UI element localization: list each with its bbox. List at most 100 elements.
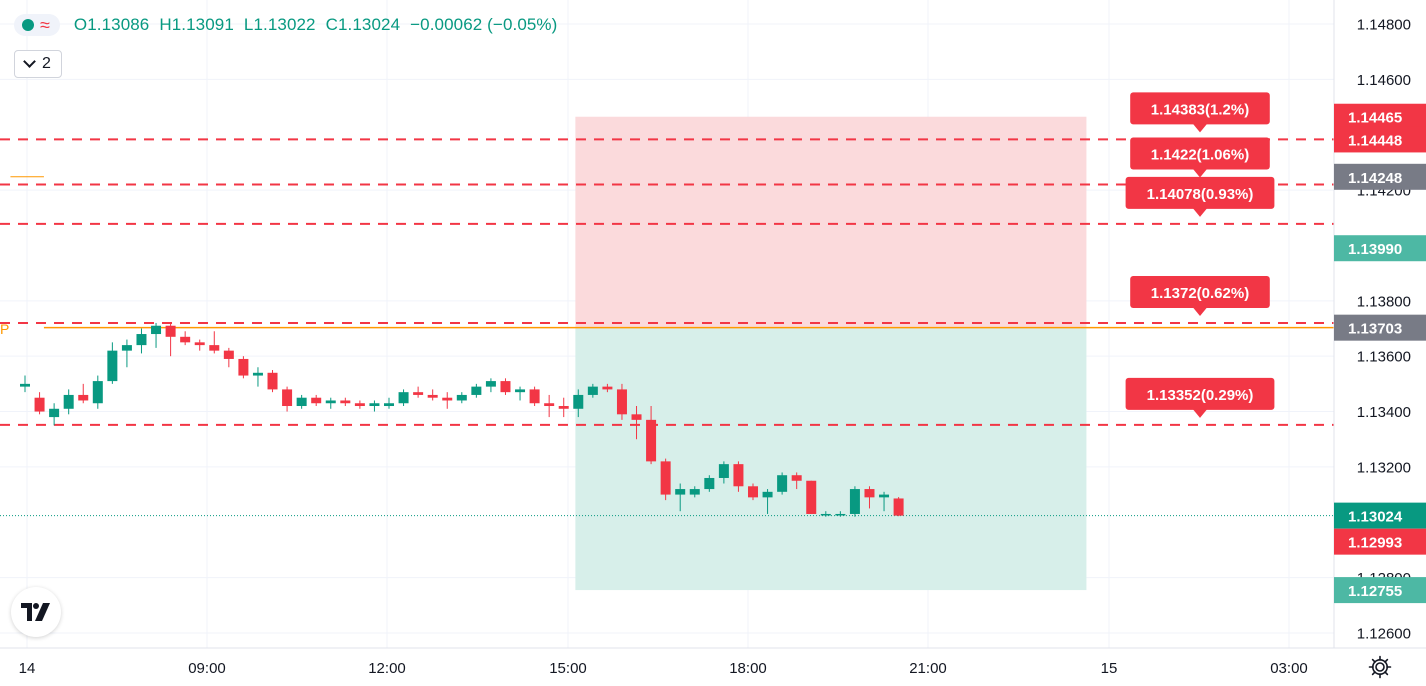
candle[interactable]	[398, 389, 409, 407]
candle[interactable]	[864, 486, 875, 509]
candle[interactable]	[194, 339, 205, 351]
alert-label[interactable]: 1.13352(0.29%)	[1125, 377, 1275, 418]
candle[interactable]	[675, 483, 686, 512]
stop-loss-zone[interactable]	[575, 116, 1087, 328]
price-axis-tag[interactable]: 1.12755	[1334, 577, 1426, 604]
collapse-indicators-button[interactable]: 2	[14, 50, 62, 78]
candle[interactable]	[733, 461, 744, 492]
price-axis-tag[interactable]: 1.14465	[1334, 103, 1426, 130]
candle[interactable]	[820, 511, 831, 517]
candle[interactable]	[354, 400, 365, 409]
candle[interactable]	[646, 406, 657, 465]
candle[interactable]	[209, 331, 220, 354]
candle[interactable]	[92, 375, 103, 409]
candle[interactable]	[616, 383, 627, 420]
alert-label[interactable]: 1.14383(1.2%)	[1130, 92, 1270, 133]
price-axis-tag-text: 1.13024	[1348, 509, 1403, 526]
price-axis-tag-box	[1334, 502, 1426, 529]
take-profit-zone[interactable]	[575, 327, 1087, 591]
candle[interactable]	[558, 397, 569, 418]
settings-gear-icon[interactable]	[1368, 655, 1392, 679]
candle[interactable]	[849, 486, 860, 517]
alert-label[interactable]: 1.14078(0.93%)	[1125, 176, 1275, 217]
candle-body	[252, 372, 263, 376]
candle[interactable]	[515, 386, 526, 401]
tradingview-logo[interactable]	[11, 587, 61, 637]
candle[interactable]	[500, 378, 511, 395]
candle[interactable]	[180, 331, 191, 346]
candle[interactable]	[529, 386, 540, 407]
candle[interactable]	[136, 328, 147, 354]
candle[interactable]	[223, 347, 234, 368]
candle-body	[748, 486, 758, 498]
candle[interactable]	[20, 375, 30, 393]
candle[interactable]	[252, 367, 263, 387]
candle[interactable]	[791, 472, 802, 490]
candle[interactable]	[413, 386, 424, 398]
candle[interactable]	[311, 394, 322, 407]
candle[interactable]	[296, 394, 307, 409]
candle-body	[165, 325, 176, 337]
alert-label[interactable]: 1.1422(1.06%)	[1130, 137, 1270, 178]
price-axis-tag[interactable]: 1.13024	[1334, 502, 1426, 529]
candle[interactable]	[384, 397, 394, 409]
candle[interactable]	[427, 389, 438, 401]
candle[interactable]	[340, 397, 351, 407]
candle-body	[689, 489, 700, 495]
alert-label-box	[1130, 137, 1270, 170]
candle[interactable]	[689, 486, 700, 498]
candle[interactable]	[107, 342, 118, 384]
candle[interactable]	[835, 511, 846, 517]
candle-body	[646, 419, 657, 462]
close-value: C1.13024	[325, 15, 401, 34]
candle[interactable]	[762, 489, 773, 514]
candle-body	[631, 414, 642, 420]
alert-label-text: 1.13352(0.29%)	[1147, 387, 1254, 404]
alert-label-box	[1125, 176, 1275, 209]
price-tick-label: 1.13400	[1357, 404, 1411, 421]
candle[interactable]	[879, 491, 890, 512]
candle[interactable]	[442, 392, 453, 409]
candle-body	[529, 389, 540, 404]
price-axis-tag[interactable]: 1.14248	[1334, 163, 1426, 190]
candle[interactable]	[78, 383, 89, 404]
price-axis: 1.126001.128001.132001.134001.136001.138…	[1333, 0, 1426, 648]
candle[interactable]	[587, 383, 598, 398]
candle[interactable]	[544, 394, 555, 418]
low-value: L1.13022	[243, 15, 316, 34]
candle[interactable]	[325, 397, 336, 409]
candle[interactable]	[573, 389, 584, 418]
candle[interactable]	[63, 389, 74, 415]
candle[interactable]	[704, 475, 715, 492]
candle[interactable]	[369, 400, 380, 412]
price-axis-tag[interactable]: 1.14448	[1334, 126, 1426, 153]
candle[interactable]	[471, 383, 482, 398]
price-axis-tag-text: 1.13990	[1348, 241, 1402, 258]
chevron-down-icon	[23, 55, 36, 68]
candle[interactable]	[34, 392, 45, 415]
candle[interactable]	[282, 386, 293, 412]
price-axis-tag[interactable]: 1.12993	[1334, 528, 1426, 555]
candle[interactable]	[893, 497, 904, 517]
candle[interactable]	[456, 392, 467, 404]
candle[interactable]	[49, 403, 60, 426]
candle[interactable]	[165, 322, 176, 357]
candle[interactable]	[267, 370, 278, 393]
candle[interactable]	[602, 383, 613, 393]
price-axis-tag[interactable]: 1.13703	[1334, 314, 1426, 341]
candle[interactable]	[631, 406, 642, 440]
candle[interactable]	[748, 483, 758, 501]
candle[interactable]	[238, 356, 249, 379]
candle[interactable]	[718, 461, 729, 484]
symbol-pill[interactable]: ≈	[14, 14, 60, 36]
candle[interactable]	[806, 480, 817, 514]
price-tick-label: 1.14600	[1357, 72, 1411, 89]
candle[interactable]	[777, 472, 788, 495]
candle[interactable]	[121, 339, 132, 368]
candle[interactable]	[151, 322, 162, 348]
candle[interactable]	[485, 378, 496, 393]
alert-label[interactable]: 1.1372(0.62%)	[1130, 275, 1270, 316]
price-axis-tag[interactable]: 1.13990	[1334, 235, 1426, 262]
candle[interactable]	[660, 458, 671, 501]
